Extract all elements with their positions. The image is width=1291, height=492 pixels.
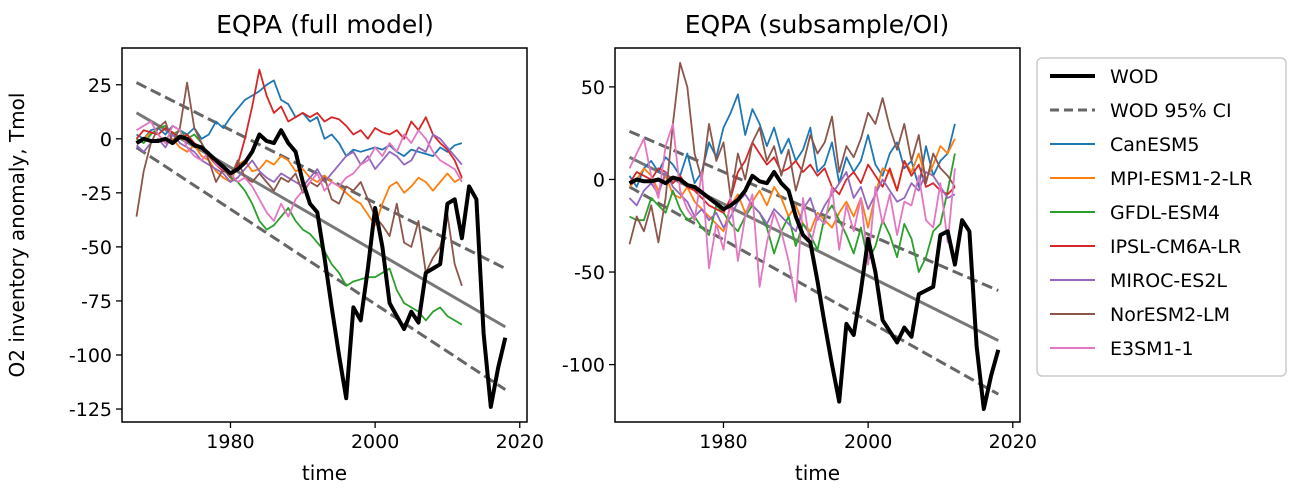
y-tick-label: 0 [593,169,605,191]
axes-frame [121,47,528,423]
axes-frame [614,47,1021,423]
x-tick-label: 2020 [496,431,544,453]
x-tick-label: 1980 [699,431,747,453]
x-axis-label: time [302,461,347,485]
series-line-gfdl-esm4 [136,124,463,326]
legend-label-mpi-esm1-2-lr: MPI-ESM1-2-LR [1110,168,1252,190]
plot-area [628,61,1001,411]
series-line-gfdl-esm4 [629,153,956,273]
y-tick-label: 0 [100,129,112,151]
wod-ci-lower-line [628,185,1000,396]
y-tick-label: 50 [581,77,605,99]
series-line-noresm2-lm [628,61,956,245]
series-line-ipsl-cm6a-lr [135,68,463,179]
series-line-e3sm1-1 [628,123,956,303]
legend-label-wod: WOD [1110,66,1158,88]
legend-label-wod-95-ci: WOD 95% CI [1110,100,1232,122]
x-tick-label: 2000 [844,431,892,453]
legend-label-miroc-es2l: MIROC-ES2L [1110,270,1227,292]
series-line-e3sm1-1 [136,120,463,222]
y-axis-label: O2 inventory anomaly, Tmol [5,93,29,378]
x-tick-label: 2000 [351,431,399,453]
legend-label-e3sm1-1: E3SM1-1 [1110,338,1194,360]
x-tick-label: 2020 [989,431,1037,453]
y-tick-label: -25 [81,183,112,205]
y-tick-label: -100 [69,345,112,367]
legend-label-ipsl-cm6a-lr: IPSL-CM6A-LR [1110,236,1241,258]
y-tick-label: -100 [562,355,605,377]
panel-subsample-oi: EQPA (subsample/OI) 1980 2000 2020 50 0 -50 -10… [562,10,1037,485]
y-tick-label: -50 [81,237,112,259]
x-axis-label: time [795,461,840,485]
panel-title: EQPA (subsample/OI) [685,10,950,39]
legend-label-gfdl-esm4: GFDL-ESM4 [1110,202,1220,224]
y-tick-label: -50 [574,262,605,284]
panel-full-model: EQPA (full model) 1980 2000 2020 25 0 -25 -50 -7… [5,10,544,485]
wod-ci-lower-line [135,146,507,391]
panel-title: EQPA (full model) [216,10,434,39]
legend: WOD WOD 95% CI CanESM5 MPI-ESM1-2-LR GFDL-ES… [1036,57,1287,377]
legend-label-noresm2-lm: NorESM2-LM [1110,304,1230,326]
x-tick-label: 1980 [206,431,254,453]
series-line-wod [628,170,1001,411]
series-line-noresm2-lm [135,81,463,287]
y-tick-label: 25 [88,75,112,97]
wod-trend-line [135,111,507,329]
legend-box [1036,57,1287,377]
plot-area [135,68,508,409]
series-line-wod [135,128,508,409]
y-tick-label: -75 [81,291,112,313]
legend-label-canesm5: CanESM5 [1110,134,1200,156]
series-line-canesm5 [628,93,956,188]
y-tick-label: -125 [69,399,112,421]
